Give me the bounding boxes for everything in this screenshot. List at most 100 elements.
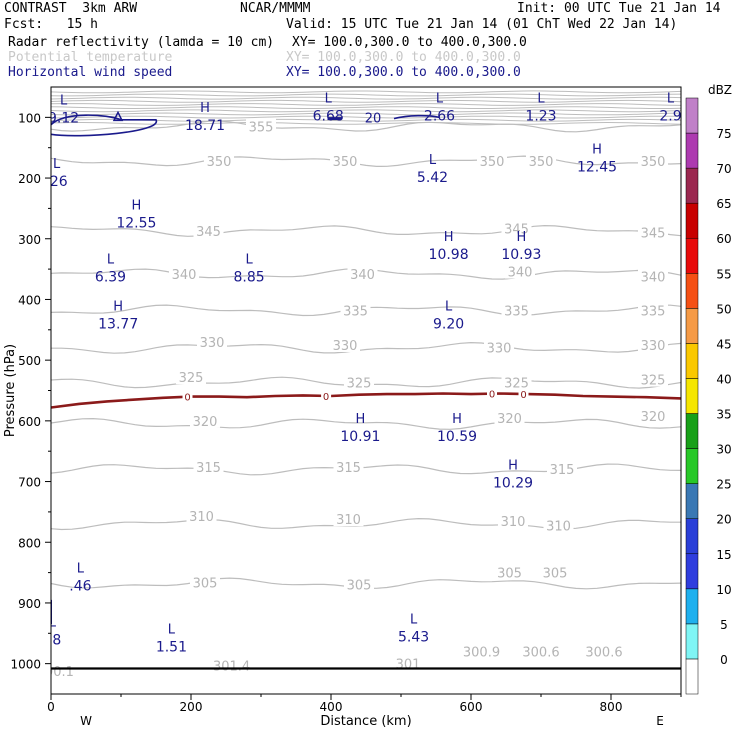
theta-label: 305 xyxy=(347,579,372,594)
wind-extremum-type: H xyxy=(113,300,123,315)
freezing-level-line xyxy=(51,392,681,409)
colorbar-level-label: 20 xyxy=(716,513,731,527)
wind-extremum-value: 2.9 xyxy=(659,108,681,124)
freezing-label-bg xyxy=(182,390,193,403)
colorbar-swatch xyxy=(685,167,699,204)
theta-label-bg xyxy=(638,302,668,318)
y-tick-label: 600 xyxy=(18,415,41,429)
theta-label: 310 xyxy=(189,510,214,525)
theta-label-bg xyxy=(638,224,668,240)
theta-label-bg xyxy=(176,369,206,385)
y-tick-label: 200 xyxy=(18,172,41,186)
colorbar-level-label: 45 xyxy=(716,337,731,351)
theta-label: 335 xyxy=(504,304,529,319)
wind-extremum-type: L xyxy=(53,157,61,172)
theta-label: 305 xyxy=(497,567,522,582)
y-tick-label: 400 xyxy=(18,293,41,307)
theta-contour-upper xyxy=(51,99,681,103)
colorbar-swatch xyxy=(685,448,699,484)
theta-label: 350 xyxy=(333,155,358,170)
wind-extremum-value: 5.43 xyxy=(398,629,429,645)
theta-label: 340 xyxy=(172,268,197,283)
theta-label-bg xyxy=(190,574,220,590)
theta-label: 330 xyxy=(200,336,225,351)
wind-extremum-value: 10.98 xyxy=(429,247,469,263)
colorbar-swatch xyxy=(685,413,699,449)
theta-contour-310 xyxy=(51,517,681,531)
theta-label: 340 xyxy=(508,266,533,281)
wind-extremum-value: 98 xyxy=(43,632,61,648)
theta-label-bg xyxy=(494,409,525,425)
wind-extremum-value: 8.85 xyxy=(234,269,265,285)
freezing-label-bg xyxy=(321,389,332,402)
theta-label: 345 xyxy=(196,225,221,240)
freezing-level-label: 0 xyxy=(323,392,329,403)
theta-label: 340 xyxy=(641,270,666,285)
freezing-label-bg xyxy=(487,387,497,400)
colorbar-swatch xyxy=(685,202,699,239)
theta-label-bg xyxy=(589,643,619,659)
freezing-level-label: 0 xyxy=(489,390,495,401)
theta-contour-upper xyxy=(51,112,681,116)
wind-extremum-type: L xyxy=(49,615,57,630)
theta-label-bg xyxy=(333,511,364,527)
theta-label-bg xyxy=(638,371,668,387)
y-axis-label: Pressure (hPa) xyxy=(3,344,18,437)
colorbar-swatch xyxy=(685,483,699,519)
theta-contour-345 xyxy=(51,224,681,237)
theta-label-bg xyxy=(543,517,574,533)
colorbar-level-label: 50 xyxy=(716,302,731,316)
wind-extremum-type: L xyxy=(445,300,453,315)
theta-label-bg xyxy=(393,655,423,671)
theta-label-bg xyxy=(193,222,224,238)
theta-label-bg xyxy=(547,460,577,476)
colorbar-swatch xyxy=(685,97,699,134)
theta-label-bg xyxy=(638,153,668,169)
wind-extremum-type: L xyxy=(410,612,418,627)
colorbar-swatch xyxy=(685,623,699,660)
wind-extremum-type: L xyxy=(436,91,444,106)
theta-contour-350 xyxy=(51,155,681,168)
wind-extremum-type: H xyxy=(444,230,454,245)
field1-label: Radar reflectivity (lamda = 10 cm) xyxy=(8,35,275,50)
theta-label: 00.1 xyxy=(45,665,74,680)
wind-extremum-value: 10.91 xyxy=(340,429,380,445)
wind-extremum-value: 12.45 xyxy=(577,159,617,175)
freezing-level-label: 0 xyxy=(520,390,526,401)
theta-label-bg xyxy=(204,153,234,169)
wind-contour-small xyxy=(112,110,124,122)
x-tick-label: 0 xyxy=(47,700,55,714)
colorbar-level-label: 65 xyxy=(716,197,731,211)
theta-contour-355 xyxy=(51,120,681,133)
theta-label: 315 xyxy=(550,463,575,478)
wind-extremum-type: L xyxy=(60,93,68,108)
colorbar-level-label: 15 xyxy=(716,548,731,562)
wind-extremum-type: L xyxy=(77,561,85,576)
theta-label: 300.6 xyxy=(585,646,622,661)
y-tick-label: 500 xyxy=(18,354,41,368)
theta-label: 350 xyxy=(641,155,666,170)
theta-label-bg xyxy=(638,268,668,284)
theta-label-bg xyxy=(526,643,556,659)
theta-label-bg xyxy=(190,412,220,428)
wind-extremum-type: H xyxy=(592,142,602,157)
theta-label: 300.6 xyxy=(522,646,559,661)
theta-label-bg xyxy=(246,118,276,134)
init-time: Init: 00 UTC Tue 21 Jan 14 xyxy=(517,1,721,16)
wind-extremum-value: .26 xyxy=(45,174,67,190)
wind-extremum-value: 10.93 xyxy=(501,247,541,263)
theta-label-bg xyxy=(51,662,75,678)
theta-label: 330 xyxy=(333,339,358,354)
y-tick-label: 900 xyxy=(18,597,41,611)
wind-extremum-value: 10.29 xyxy=(493,476,533,492)
x-tick-label: 200 xyxy=(180,700,203,714)
theta-label: 330 xyxy=(641,339,666,354)
theta-label: 315 xyxy=(336,461,361,476)
y-tick-label: 300 xyxy=(18,233,41,247)
theta-label: 320 xyxy=(641,410,666,425)
theta-label-bg xyxy=(498,513,528,529)
theta-label: 305 xyxy=(543,567,568,582)
colorbar-level-label: 35 xyxy=(716,408,731,422)
x-tick-label: 800 xyxy=(600,700,623,714)
